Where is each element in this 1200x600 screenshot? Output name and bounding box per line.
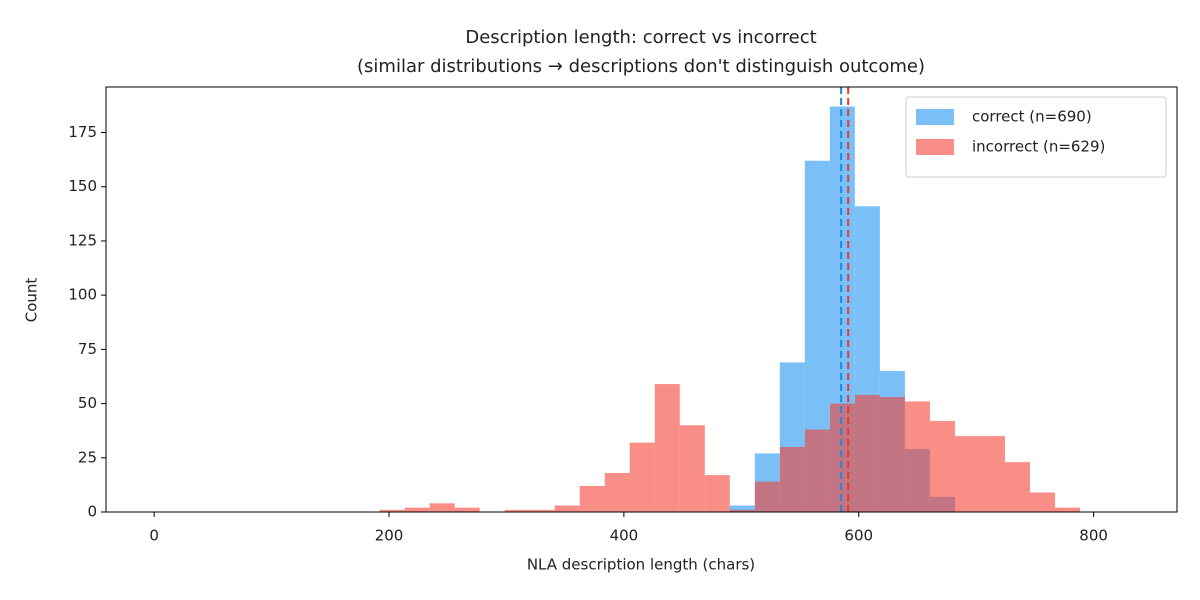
legend-swatch	[916, 109, 954, 125]
histogram-bar	[729, 509, 755, 512]
histogram-bar	[404, 507, 430, 512]
histogram-bar	[629, 442, 655, 512]
histogram-bar	[429, 503, 455, 512]
histogram-bar	[679, 425, 705, 512]
legend-swatch	[916, 139, 954, 155]
histogram-bar	[604, 472, 630, 512]
histogram-bar	[504, 509, 530, 512]
histogram-bar	[654, 384, 680, 512]
histogram-bar	[854, 394, 880, 512]
histogram-bar	[754, 481, 780, 512]
histogram-bar	[1004, 462, 1030, 512]
histogram-bar	[804, 429, 830, 512]
legend-box	[905, 96, 1167, 178]
y-tick-label: 25	[78, 448, 97, 466]
plot-frame	[105, 86, 1178, 513]
x-tick-label: 200	[375, 527, 404, 545]
histogram-bar	[954, 436, 980, 512]
y-tick-label: 125	[68, 231, 97, 249]
legend-label: incorrect (n=629)	[972, 138, 1105, 156]
y-tick-label: 150	[68, 177, 97, 195]
x-axis-label: NLA description length (chars)	[527, 556, 755, 574]
y-tick-label: 50	[78, 394, 97, 412]
chart-subtitle: (similar distributions → descriptions do…	[357, 56, 925, 77]
y-tick-label: 100	[68, 286, 97, 304]
histogram-bar	[1054, 507, 1080, 512]
y-axis-label: Count	[23, 278, 41, 323]
histogram-bar	[904, 401, 930, 512]
histogram-bar	[579, 485, 605, 512]
histogram-bar	[829, 403, 855, 512]
x-tick-label: 0	[149, 527, 159, 545]
x-tick-label: 600	[844, 527, 873, 545]
histogram-bar	[1029, 492, 1055, 512]
histogram-bar	[779, 446, 805, 512]
histogram-bar	[929, 420, 955, 512]
histogram-bar	[379, 509, 405, 512]
legend-label: correct (n=690)	[972, 108, 1092, 126]
histogram-bar	[554, 505, 580, 512]
chart-title: Description length: correct vs incorrect	[465, 27, 816, 48]
histogram-bar	[529, 509, 555, 512]
histogram-bar	[729, 505, 755, 512]
histogram-bar	[879, 397, 905, 512]
histogram-bar	[704, 475, 730, 512]
x-tick-label: 800	[1079, 527, 1108, 545]
histogram-bar	[454, 507, 480, 512]
y-tick-label: 0	[87, 503, 97, 521]
y-tick-label: 175	[68, 123, 97, 141]
histogram-bar	[979, 436, 1005, 512]
y-tick-label: 75	[78, 340, 97, 358]
x-tick-label: 400	[610, 527, 639, 545]
